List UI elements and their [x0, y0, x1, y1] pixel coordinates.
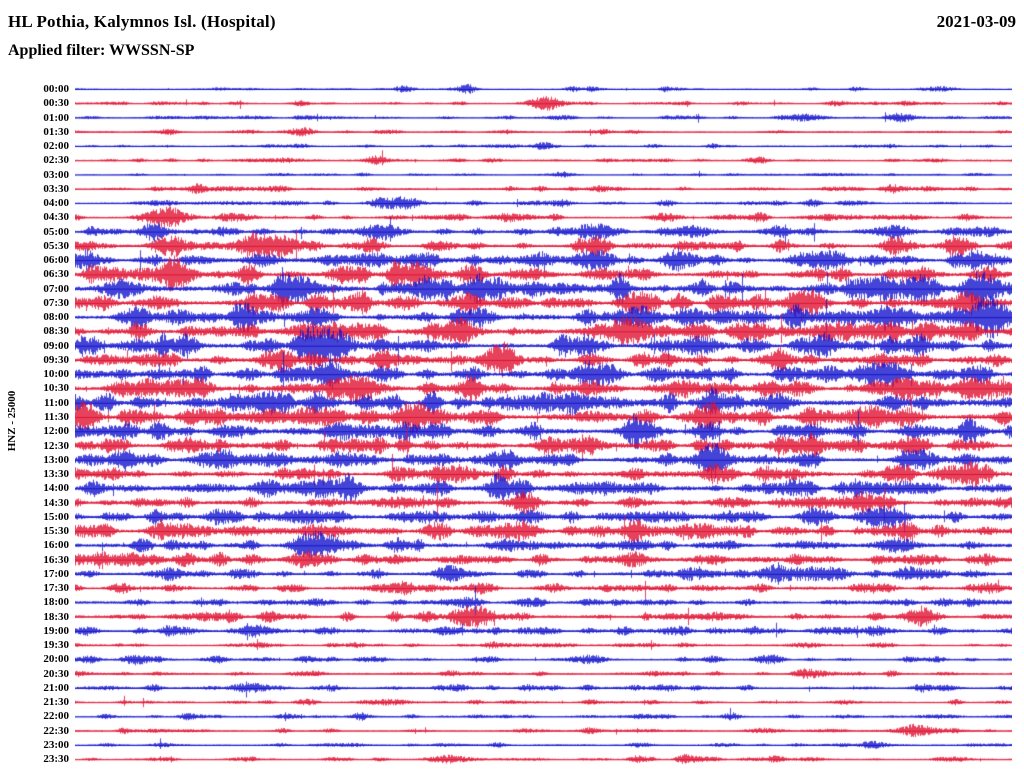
time-label: 15:00	[43, 510, 69, 523]
time-label: 14:30	[43, 496, 69, 509]
record-date: 2021-03-09	[936, 12, 1016, 31]
time-label: 20:00	[43, 653, 69, 666]
time-label: 18:00	[43, 596, 69, 609]
time-label: 07:30	[43, 296, 69, 309]
helicorder-traces	[75, 80, 1012, 772]
time-label: 00:00	[43, 83, 69, 95]
time-label: 16:00	[43, 539, 69, 552]
time-label: 04:00	[43, 197, 69, 210]
time-label: 18:30	[43, 610, 69, 623]
time-label: 06:00	[43, 254, 69, 267]
time-label: 13:30	[43, 468, 69, 481]
time-label: 11:30	[43, 410, 69, 423]
time-label: 17:00	[43, 567, 69, 580]
time-label: 02:00	[43, 140, 69, 153]
time-label: 12:30	[43, 439, 69, 452]
time-label: 15:30	[43, 525, 69, 538]
time-label: 10:00	[43, 368, 69, 381]
time-label: 08:30	[43, 325, 69, 338]
time-label: 14:00	[43, 482, 69, 495]
time-label: 21:30	[43, 696, 69, 709]
time-label: 05:30	[43, 239, 69, 252]
time-label: 08:00	[43, 311, 69, 324]
time-label: 13:00	[43, 453, 69, 466]
time-label: 03:00	[43, 168, 69, 181]
time-label: 22:00	[43, 710, 69, 723]
station-title: HL Pothia, Kalymnos Isl. (Hospital)	[8, 12, 276, 31]
time-label: 23:00	[43, 738, 69, 751]
time-label: 12:00	[43, 425, 69, 438]
time-label: 20:30	[43, 667, 69, 680]
time-label: 04:30	[43, 211, 69, 224]
time-label: 02:30	[43, 154, 69, 167]
time-label: 22:30	[43, 724, 69, 737]
applied-filter-label: Applied filter: WWSSN-SP	[8, 42, 195, 59]
time-label: 10:30	[43, 382, 69, 395]
time-label: 01:30	[43, 125, 69, 138]
time-label: 06:30	[43, 268, 69, 281]
time-label: 11:00	[43, 396, 69, 409]
time-label: 19:00	[43, 624, 69, 637]
time-label: 16:30	[43, 553, 69, 566]
time-label: 23:30	[43, 753, 69, 766]
time-label: 07:00	[43, 282, 69, 295]
time-label: 19:30	[43, 639, 69, 652]
time-label: 05:00	[43, 225, 69, 238]
time-label: 09:30	[43, 353, 69, 366]
time-label: 03:30	[43, 182, 69, 195]
time-label: 21:00	[43, 681, 69, 694]
time-label: 01:00	[43, 111, 69, 124]
time-label: 09:00	[43, 339, 69, 352]
time-label: 00:30	[43, 97, 69, 110]
time-label: 17:30	[43, 582, 69, 595]
